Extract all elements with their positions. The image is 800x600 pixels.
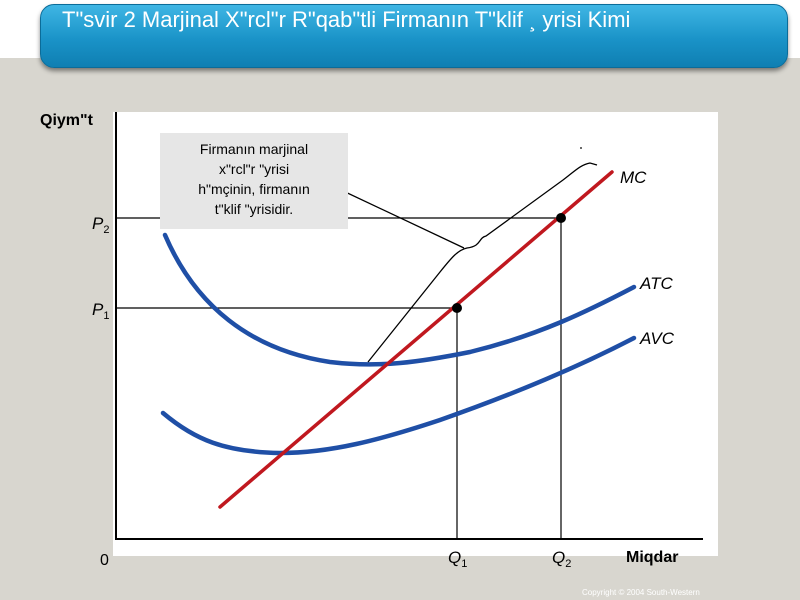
callout-line-1: Firmanın marjinal (199, 141, 309, 157)
atc-curve (162, 232, 637, 367)
callout-line-4: tʺklif ʺyrisidir. (214, 201, 294, 217)
series-label-mc: MC (620, 168, 647, 187)
callout-line-3: hʺmçinin, firmanın (198, 181, 310, 197)
tick-label-p1: P1 (92, 300, 109, 322)
copyright-text: Copyright © 2004 South-Western (582, 588, 700, 597)
mc-curve (218, 170, 614, 509)
tick-label-q2: Q2 (552, 548, 571, 570)
callout-box: Firmanın marjinal xʺrclʺr ʺyrisi hʺmçini… (160, 133, 348, 229)
avc-curve (160, 335, 637, 456)
point-p1-q1 (452, 303, 462, 313)
svg-text:Q1: Q1 (448, 548, 467, 570)
tick-label-p2: P2 (92, 214, 109, 236)
series-label-atc: ATC (639, 274, 673, 293)
x-axis-label: Miqdar (626, 549, 678, 566)
title-bar (40, 4, 788, 68)
callout-line-2: xʺrclʺr ʺyrisi (218, 161, 290, 177)
origin-label: 0 (100, 552, 109, 569)
series-label-avc: AVC (639, 329, 675, 348)
slide-title: Tʺsvir 2 Marjinal Xʺrclʺr Rʺqabʺtli Firm… (62, 7, 631, 32)
y-axis-label: Qiymʺt (40, 112, 94, 129)
point-p2-q2 (556, 213, 566, 223)
svg-text:Q2: Q2 (552, 548, 571, 570)
supply-brace (367, 162, 598, 363)
svg-text:P2: P2 (92, 214, 109, 236)
stray-mark (580, 147, 582, 149)
tick-label-q1: Q1 (448, 548, 467, 570)
svg-text:P1: P1 (92, 300, 109, 322)
